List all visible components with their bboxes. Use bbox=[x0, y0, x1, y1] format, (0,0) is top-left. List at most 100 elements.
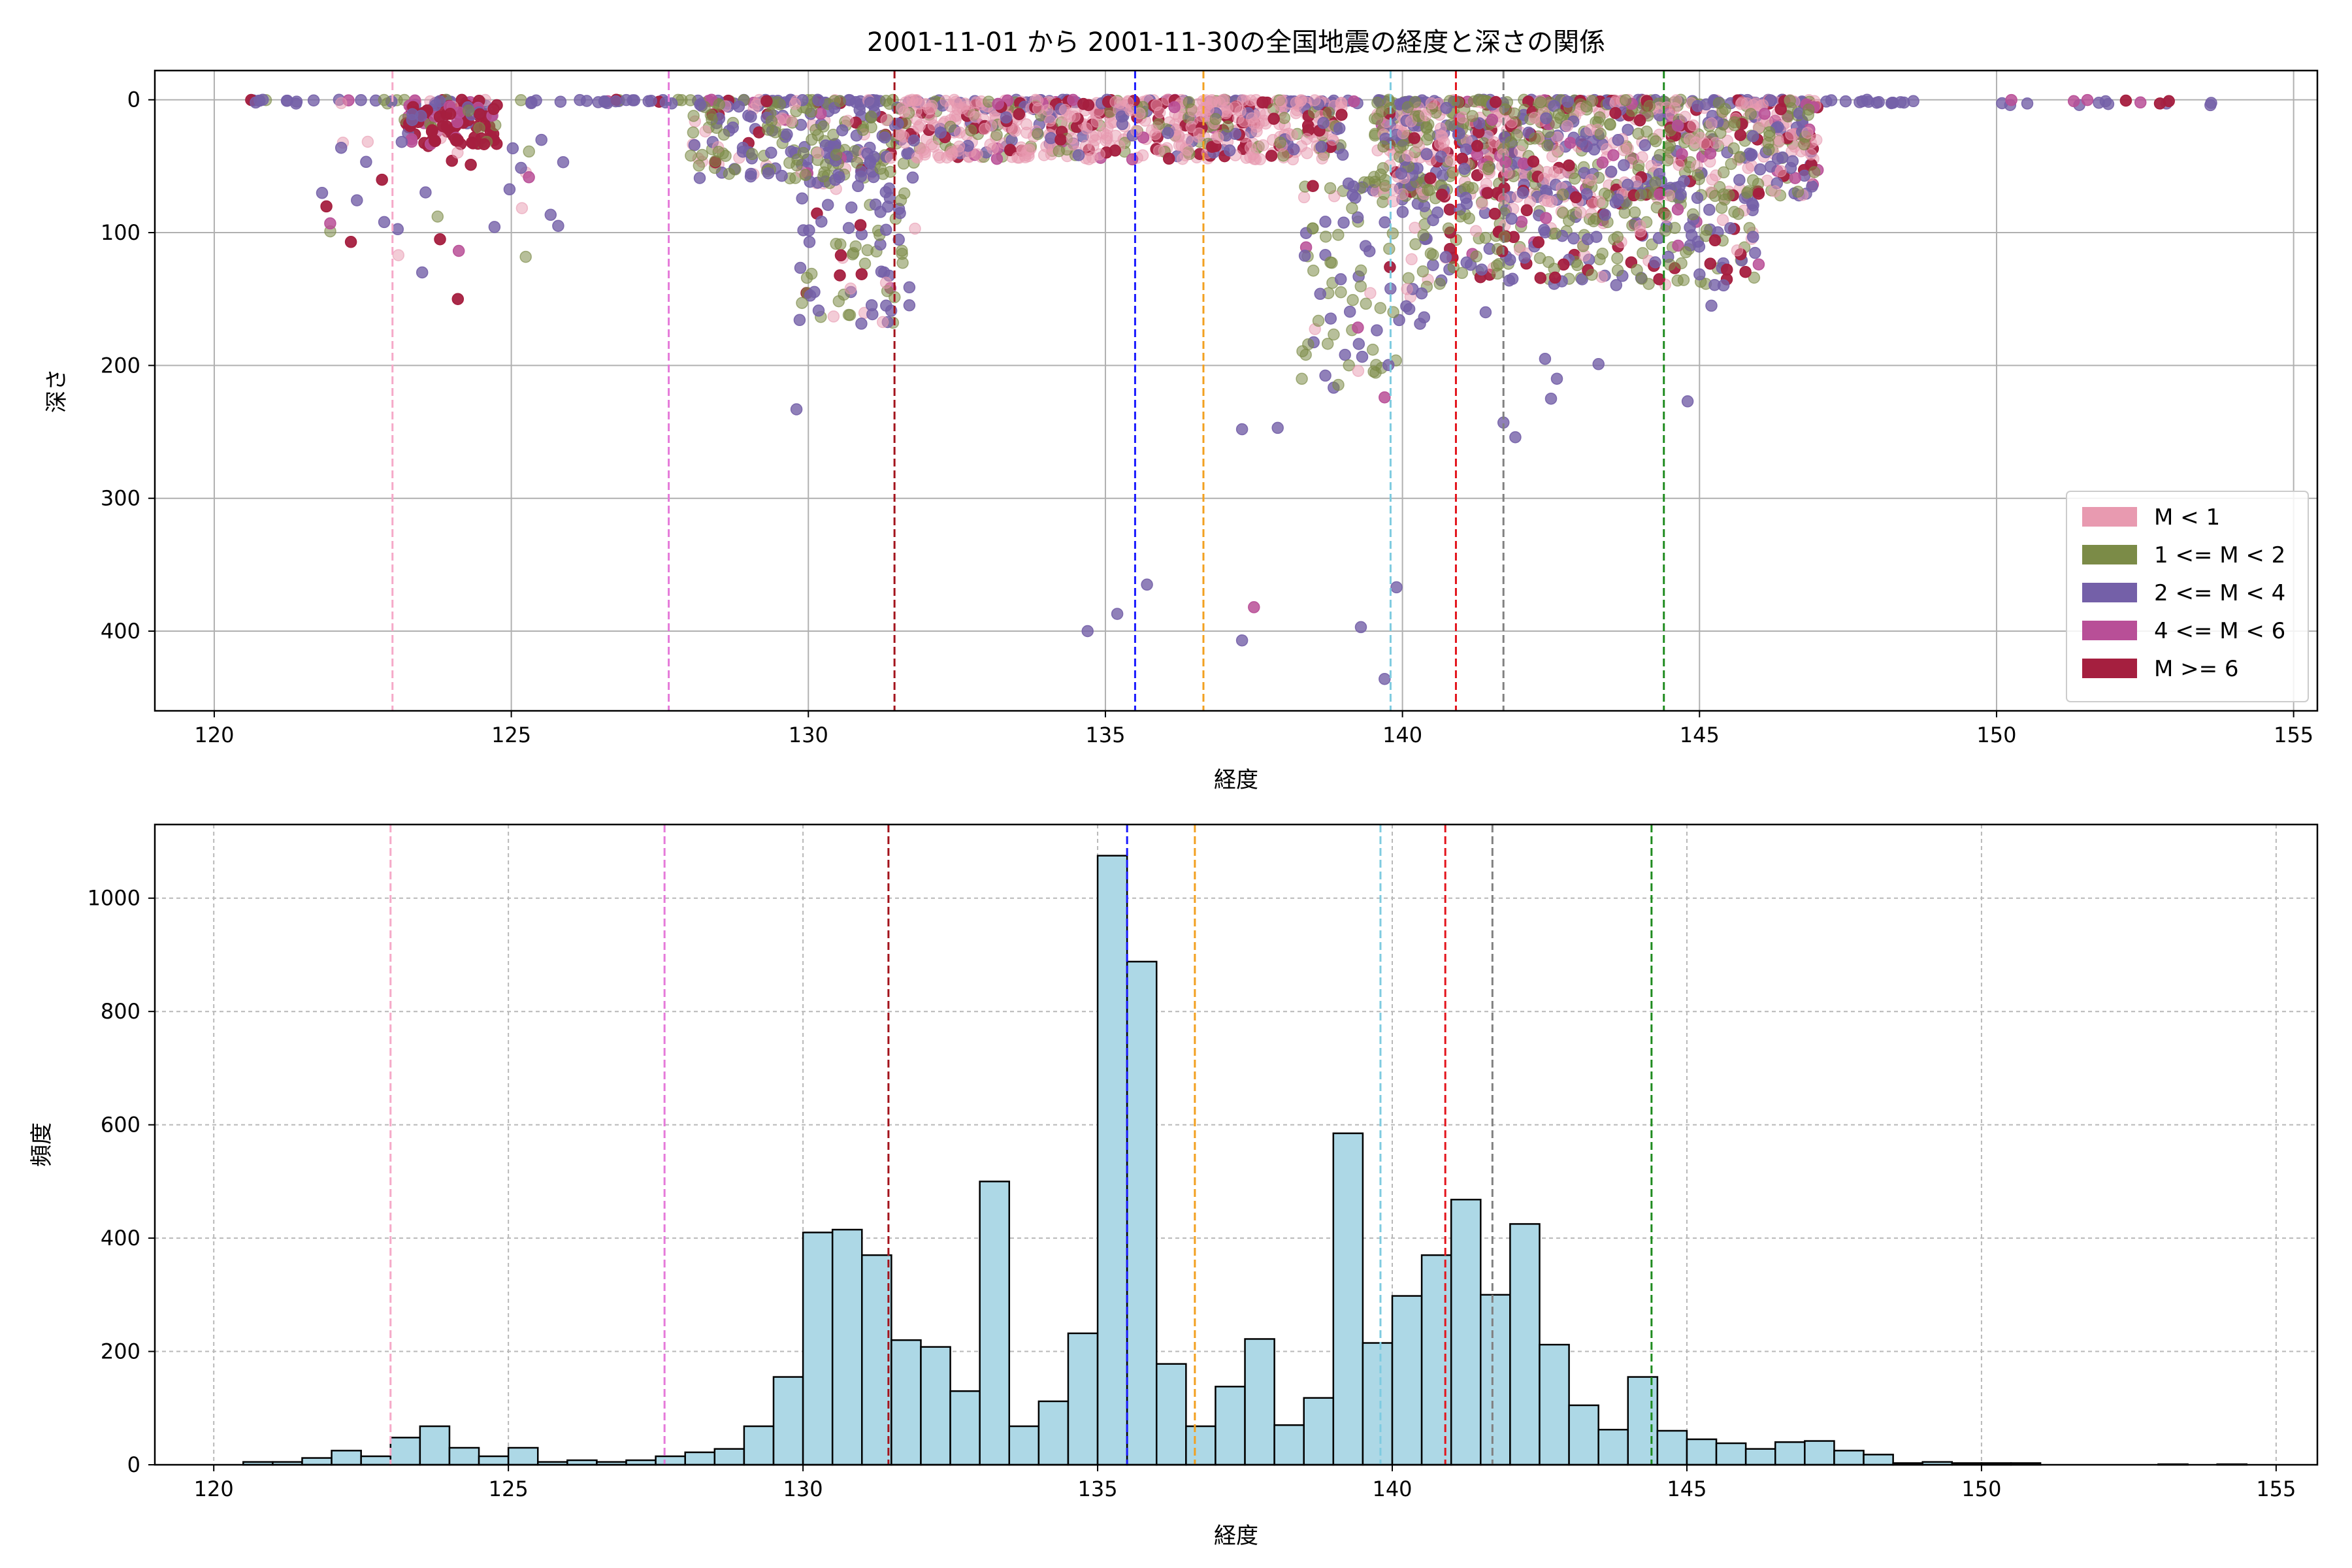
scatter-point bbox=[1650, 135, 1662, 148]
scatter-x-tick-label: 125 bbox=[491, 723, 531, 747]
scatter-point bbox=[335, 141, 348, 154]
scatter-point bbox=[1054, 133, 1067, 146]
scatter-point bbox=[1789, 172, 1801, 184]
scatter-point bbox=[1286, 129, 1299, 141]
scatter-point bbox=[1499, 103, 1512, 116]
histogram-bar bbox=[713, 1448, 745, 1466]
scatter-point bbox=[1885, 97, 1898, 110]
histogram-bar bbox=[507, 1446, 539, 1466]
scatter-points bbox=[245, 93, 2217, 685]
scatter-point bbox=[1319, 369, 1331, 382]
scatter-point bbox=[416, 266, 429, 279]
scatter-point bbox=[1343, 305, 1356, 318]
scatter-point bbox=[1469, 225, 1482, 237]
scatter-point bbox=[1529, 132, 1541, 145]
scatter-y-tick-label: 300 bbox=[101, 486, 140, 511]
scatter-point bbox=[693, 172, 706, 184]
scatter-point bbox=[791, 154, 804, 166]
scatter-point bbox=[1181, 144, 1194, 156]
scatter-point bbox=[834, 249, 847, 262]
scatter-point bbox=[1111, 608, 1124, 620]
scatter-point bbox=[1592, 358, 1605, 370]
scatter-point bbox=[1509, 431, 1522, 444]
scatter-point bbox=[1354, 280, 1367, 293]
legend-swatch bbox=[2082, 545, 2137, 564]
scatter-point bbox=[1209, 113, 1222, 125]
scatter-point bbox=[1734, 129, 1747, 141]
scatter-point bbox=[473, 122, 485, 135]
scatter-point bbox=[1257, 139, 1269, 152]
scatter-point bbox=[1727, 142, 1740, 155]
histogram-x-ticks: 120 125 130 135 140 145 150 155 bbox=[194, 1465, 2296, 1501]
scatter-point bbox=[855, 318, 868, 330]
scatter-point bbox=[1339, 348, 1351, 361]
scatter-point bbox=[1489, 95, 1502, 108]
scatter-point bbox=[713, 98, 726, 111]
scatter-point bbox=[1466, 110, 1478, 122]
legend-label: 1 <= M < 2 bbox=[2154, 542, 2285, 568]
scatter-point bbox=[1309, 94, 1321, 106]
scatter-point bbox=[685, 149, 697, 162]
scatter-point bbox=[1684, 221, 1696, 234]
scatter-point bbox=[880, 114, 892, 127]
scatter-point bbox=[830, 148, 843, 161]
scatter-point bbox=[806, 133, 818, 146]
scatter-point bbox=[1746, 197, 1759, 210]
scatter-point bbox=[1244, 142, 1257, 154]
scatter-point bbox=[1709, 137, 1722, 149]
scatter-point bbox=[1415, 287, 1428, 300]
scatter-point bbox=[1663, 258, 1676, 271]
scatter-point bbox=[1354, 621, 1367, 634]
histogram-y-tick-label: 600 bbox=[101, 1113, 140, 1137]
scatter-point bbox=[1011, 151, 1024, 164]
scatter-point bbox=[1374, 302, 1387, 314]
scatter-point bbox=[1564, 137, 1576, 149]
scatter-point bbox=[1371, 324, 1383, 336]
scatter-point bbox=[696, 148, 709, 161]
histogram-bar bbox=[1568, 1404, 1599, 1466]
scatter-point bbox=[1278, 112, 1291, 124]
histogram-bar bbox=[1362, 1342, 1394, 1466]
scatter-point bbox=[1785, 128, 1797, 141]
scatter-point bbox=[879, 223, 892, 237]
histogram-bar bbox=[1450, 1198, 1482, 1466]
scatter-point bbox=[1516, 186, 1529, 199]
scatter-point bbox=[1435, 129, 1448, 142]
scatter-point bbox=[1754, 163, 1767, 176]
scatter-point bbox=[1390, 581, 1403, 594]
scatter-point bbox=[610, 95, 622, 108]
scatter-point bbox=[1427, 259, 1439, 271]
scatter-point bbox=[434, 233, 446, 246]
scatter-point bbox=[1732, 208, 1744, 220]
scatter-point bbox=[1678, 174, 1690, 188]
scatter-point bbox=[1023, 144, 1036, 156]
scatter-point bbox=[688, 139, 701, 152]
scatter-point bbox=[1718, 193, 1731, 206]
scatter-point bbox=[1534, 272, 1547, 284]
scatter-point bbox=[1248, 601, 1260, 613]
scatter-point bbox=[1746, 130, 1759, 142]
scatter-point bbox=[361, 135, 374, 148]
scatter-point bbox=[2081, 93, 2094, 106]
scatter-point bbox=[1302, 338, 1315, 351]
scatter-point bbox=[883, 182, 896, 195]
scatter-point bbox=[892, 233, 905, 246]
scatter-point bbox=[1452, 96, 1464, 109]
scatter-point bbox=[1416, 265, 1429, 278]
scatter-point bbox=[1332, 229, 1345, 241]
scatter-point bbox=[1674, 188, 1687, 201]
histogram-x-axis-label: 経度 bbox=[1214, 1523, 1258, 1549]
scatter-x-ticks: 120 125 130 135 140 145 150 155 bbox=[194, 711, 2313, 747]
scatter-point bbox=[797, 224, 809, 237]
histogram-y-tick-label: 0 bbox=[127, 1452, 140, 1477]
scatter-y-tick-label: 400 bbox=[101, 619, 140, 644]
histogram-bar bbox=[1597, 1428, 1629, 1466]
scatter-point bbox=[1569, 172, 1581, 185]
scatter-point bbox=[405, 135, 418, 148]
scatter-point bbox=[1717, 279, 1730, 292]
scatter-point bbox=[1580, 188, 1593, 201]
scatter-point bbox=[760, 95, 773, 108]
scatter-point bbox=[746, 148, 759, 161]
scatter-point bbox=[1618, 159, 1630, 171]
scatter-point bbox=[1460, 191, 1472, 204]
